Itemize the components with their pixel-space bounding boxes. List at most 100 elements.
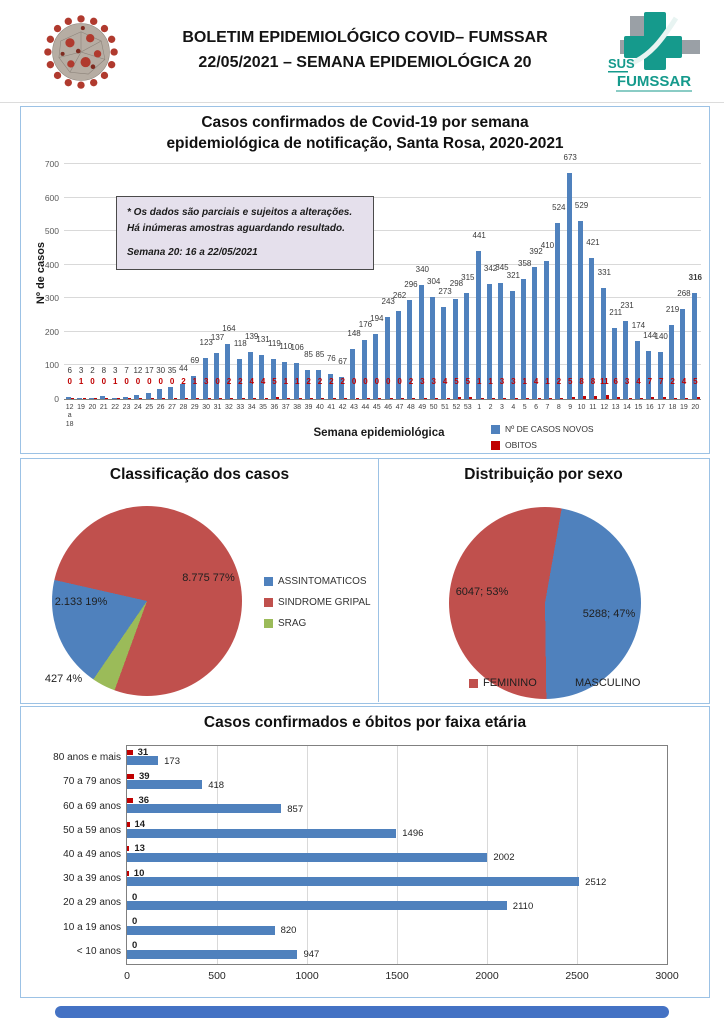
classification-pie-section: Classificação dos casos 8.775 77% 2.133 … (21, 459, 379, 702)
weekly-bar-deaths (480, 397, 484, 399)
weekly-bar-cases (202, 357, 208, 399)
logo-sus-text: SUS (608, 56, 635, 71)
age-xtick: 2500 (565, 970, 589, 982)
weekly-bar-label: 144 (643, 330, 657, 340)
weekly-bar-label: 410 (540, 241, 555, 251)
age-gridline (577, 746, 578, 964)
weekly-deaths-label: 0 (351, 377, 357, 386)
weekly-bar-deaths (139, 397, 143, 399)
weekly-ytick: 400 (44, 259, 59, 270)
feminino-value-label: 6047; 53% (455, 586, 509, 598)
weekly-bar-cases (157, 388, 162, 399)
weekly-bar-deaths (264, 397, 268, 399)
annotation-text: * Os dados são parciais e sujeitos a alt… (127, 207, 353, 234)
weekly-xtick: 18 (668, 404, 677, 411)
weekly-gridline (64, 263, 701, 265)
weekly-gridline (64, 163, 701, 164)
weekly-deaths-label: 0 (158, 377, 163, 386)
weekly-bar-label: 243 (381, 297, 395, 307)
weekly-xtick: 2 (488, 404, 493, 411)
weekly-chart-title-line1: Casos confirmados de Covid-19 por semana (201, 114, 529, 131)
sex-pie (449, 507, 641, 699)
weekly-xtick: 22 (111, 404, 120, 411)
weekly-bar-deaths (378, 397, 382, 399)
weekly-ytick: 700 (44, 159, 59, 169)
weekly-bar-label: 137 (210, 333, 225, 343)
weekly-bar-label: 298 (449, 278, 464, 288)
weekly-xtick: 20 (691, 404, 700, 411)
legend-item-deaths: OBITOS (491, 437, 594, 453)
weekly-bar-cases (691, 292, 697, 399)
weekly-bar-label: 262 (392, 291, 407, 301)
weekly-gridline (64, 364, 701, 366)
age-value-label: 2002 (493, 852, 515, 864)
weekly-plot-area: 0 100 200 300 400 500 600 700 6 0 12 a 18 3 1 19 2 0 20 8… (45, 153, 702, 428)
weekly-xtick: 38 (293, 404, 302, 411)
weekly-xtick: 33 (236, 404, 245, 411)
age-bar-cases (127, 780, 203, 790)
weekly-xtick: 32 (225, 404, 233, 411)
weekly-xtick: 43 (350, 404, 358, 411)
deaths-legend-swatch-icon (491, 440, 500, 450)
weekly-bar-cases (304, 370, 310, 399)
age-value-label: 418 (208, 779, 225, 791)
weekly-xtick: 35 (259, 404, 267, 411)
weekly-bar-cases (66, 397, 71, 399)
weekly-bar-cases (293, 363, 299, 399)
weekly-bar-cases (213, 353, 219, 399)
weekly-deaths-label: 2 (306, 377, 311, 386)
weekly-bar-cases (122, 396, 128, 399)
weekly-bar-cases (100, 396, 106, 399)
weekly-bar-deaths (207, 397, 211, 399)
weekly-bar-deaths (423, 397, 427, 399)
weekly-xtick: 30 (202, 404, 211, 411)
weekly-bar-cases (270, 359, 276, 399)
age-bar-cases (127, 901, 507, 911)
weekly-deaths-label: 3 (499, 377, 505, 386)
weekly-bar-deaths (287, 397, 291, 399)
weekly-deaths-label: 7 (647, 377, 653, 386)
age-category-label: 50 a 59 anos (63, 824, 121, 836)
weekly-bar-deaths (583, 396, 587, 399)
weekly-bar-deaths (651, 396, 655, 399)
weekly-bar-cases (145, 393, 151, 399)
weekly-bar-deaths (241, 397, 245, 399)
weekly-bar-cases (168, 387, 174, 399)
weekly-bar-cases (657, 352, 663, 399)
weekly-deaths-label: 1 (283, 377, 289, 386)
weekly-deaths-label: 4 (442, 377, 448, 386)
weekly-bar-cases (566, 173, 572, 399)
legend-item-feminino: FEMININO (469, 677, 537, 689)
weekly-bar-cases (464, 293, 470, 399)
age-value-label: 173 (164, 755, 180, 767)
weekly-bar-deaths (389, 397, 393, 399)
weekly-bar-deaths (150, 397, 154, 399)
weekly-bar-label: 8 (101, 366, 107, 375)
weekly-bar-deaths (105, 397, 109, 399)
weekly-xtick: 7 (545, 404, 550, 411)
weekly-deaths-label: 5 (272, 377, 277, 386)
weekly-bar-cases (191, 375, 197, 399)
weekly-bar-label: 35 (167, 366, 177, 375)
weekly-bar-label: 296 (404, 279, 418, 289)
weekly-bar-cases (498, 283, 504, 399)
weekly-xtick: 24 (134, 404, 142, 411)
weekly-bar-deaths (173, 397, 177, 399)
weekly-chart-panel: Casos confirmados de Covid-19 por semana… (20, 106, 710, 454)
legend-item-masculino: MASCULINO (575, 677, 640, 689)
weekly-deaths-label: 0 (397, 377, 402, 386)
weekly-bar-cases (395, 311, 401, 399)
bottom-bar (55, 1006, 669, 1018)
assintomaticos-value-label: 2.133 19% (54, 596, 108, 608)
weekly-bar-deaths (685, 397, 689, 399)
weekly-xtick: 26 (156, 404, 165, 411)
age-bar-cases (127, 925, 275, 935)
weekly-deaths-label: 5 (465, 377, 471, 386)
weekly-bar-label: 321 (506, 271, 520, 281)
weekly-bar-cases (486, 284, 492, 399)
weekly-bar-cases (441, 307, 447, 399)
fumssar-logo: SUS FUMSSAR (608, 12, 700, 92)
weekly-deaths-label: 2 (556, 377, 562, 386)
weekly-deaths-label: 1 (294, 377, 300, 386)
